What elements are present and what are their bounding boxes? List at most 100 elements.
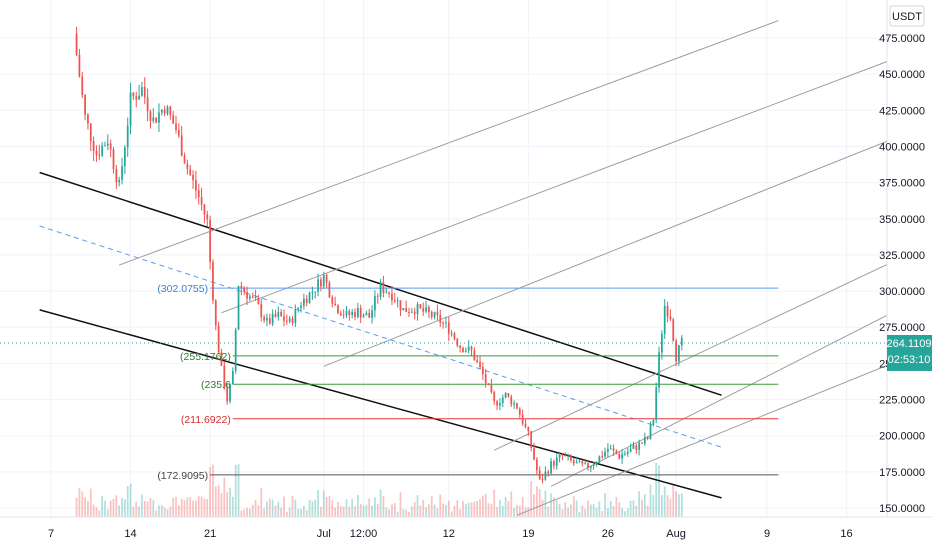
volume-bar (334, 507, 337, 517)
candle-body (487, 383, 490, 385)
volume-bar (285, 511, 288, 517)
volume-bar (251, 504, 254, 517)
volume-bar (226, 492, 229, 517)
candle-body (192, 174, 194, 181)
volume-bar (362, 505, 365, 517)
volume-bar (652, 495, 655, 517)
price-tick-label: 325.0000 (879, 250, 925, 262)
candle-body (200, 197, 203, 205)
time-tick-label: 14 (124, 528, 136, 540)
candle-body (98, 155, 101, 157)
candle-body (604, 451, 606, 457)
price-axis[interactable] (887, 0, 932, 517)
volume-bar (646, 505, 649, 517)
volume-bar (658, 465, 660, 517)
candle-body (453, 333, 456, 339)
volume-bar (141, 494, 143, 517)
candle-body (572, 460, 575, 464)
candle-body (484, 374, 487, 384)
volume-bar (115, 495, 118, 517)
candle-body (251, 296, 254, 298)
grid (0, 0, 887, 517)
volume-bar (229, 487, 231, 517)
candle-body (595, 462, 598, 465)
candle-body (223, 365, 226, 389)
candle-body (672, 319, 675, 341)
candle-body (348, 311, 351, 315)
candle-body (229, 384, 231, 402)
volume-bar (78, 488, 81, 517)
volume-bar (308, 499, 311, 517)
volume-bar (510, 491, 513, 517)
volume-bar (322, 490, 325, 517)
volume-bar (388, 509, 390, 517)
candle-body (626, 451, 629, 454)
candle-body (328, 282, 331, 298)
volume-bar (439, 494, 442, 517)
volume-bar (641, 499, 643, 517)
candle-body (405, 308, 408, 312)
currency-badge[interactable]: USDT (889, 5, 925, 27)
candle-body (510, 396, 513, 405)
candle-body (92, 141, 95, 151)
candle-body (430, 312, 433, 317)
price-tick-label: 200.0000 (879, 431, 925, 443)
candle-body (652, 419, 655, 425)
candle-body (564, 455, 567, 457)
candle-body (558, 454, 561, 458)
volume-bar (365, 504, 368, 517)
volume-bar (249, 508, 251, 517)
candle-body (217, 325, 220, 353)
volume-bar (106, 509, 109, 517)
volume-bar (561, 509, 564, 517)
candle-body (354, 312, 356, 318)
candle-body (578, 460, 581, 463)
candle-body (499, 403, 501, 406)
candle-body (391, 293, 393, 301)
candle-body (393, 300, 396, 302)
price-tick-label: 450.0000 (879, 69, 925, 81)
volume-bar (166, 509, 169, 517)
candle-body (425, 307, 427, 312)
time-tick-label: 12:00 (350, 528, 378, 540)
volume-bar (507, 501, 510, 517)
candle-body (104, 145, 106, 147)
volume-bar (158, 505, 160, 517)
pitchfork-line (221, 59, 893, 314)
volume-bar (95, 507, 98, 517)
candle-body (535, 459, 538, 471)
volume-bar (87, 501, 89, 517)
candle-body (214, 300, 217, 326)
candle-body (490, 384, 493, 393)
volume-bar (567, 507, 569, 517)
candle-body (581, 460, 584, 464)
candle-body (413, 311, 416, 315)
time-axis[interactable] (0, 517, 932, 550)
volume-bar (379, 489, 382, 517)
volume-bar (356, 495, 359, 517)
volume-bar (587, 500, 589, 517)
volume-bar (354, 506, 356, 517)
price-level-label: (235.6 (201, 379, 231, 391)
candle-body (112, 149, 115, 169)
candle-body (607, 448, 609, 452)
volume-bar (240, 510, 243, 517)
volume-bar (447, 500, 450, 517)
candle-body (621, 454, 623, 459)
candle-body (138, 95, 140, 100)
candle-body (550, 461, 552, 474)
volume-bar (143, 500, 146, 517)
candle-body (408, 311, 410, 313)
volume-bar (618, 502, 621, 517)
candle-body (447, 322, 450, 334)
candle-body (598, 456, 601, 463)
candle-body (382, 282, 385, 293)
volume-bar (385, 507, 388, 517)
volume-bar (288, 507, 291, 517)
candle-body (317, 279, 319, 292)
volume-bar (195, 500, 197, 517)
candle-body (206, 214, 209, 220)
volume-bar (283, 496, 285, 517)
candle-body (183, 155, 186, 164)
